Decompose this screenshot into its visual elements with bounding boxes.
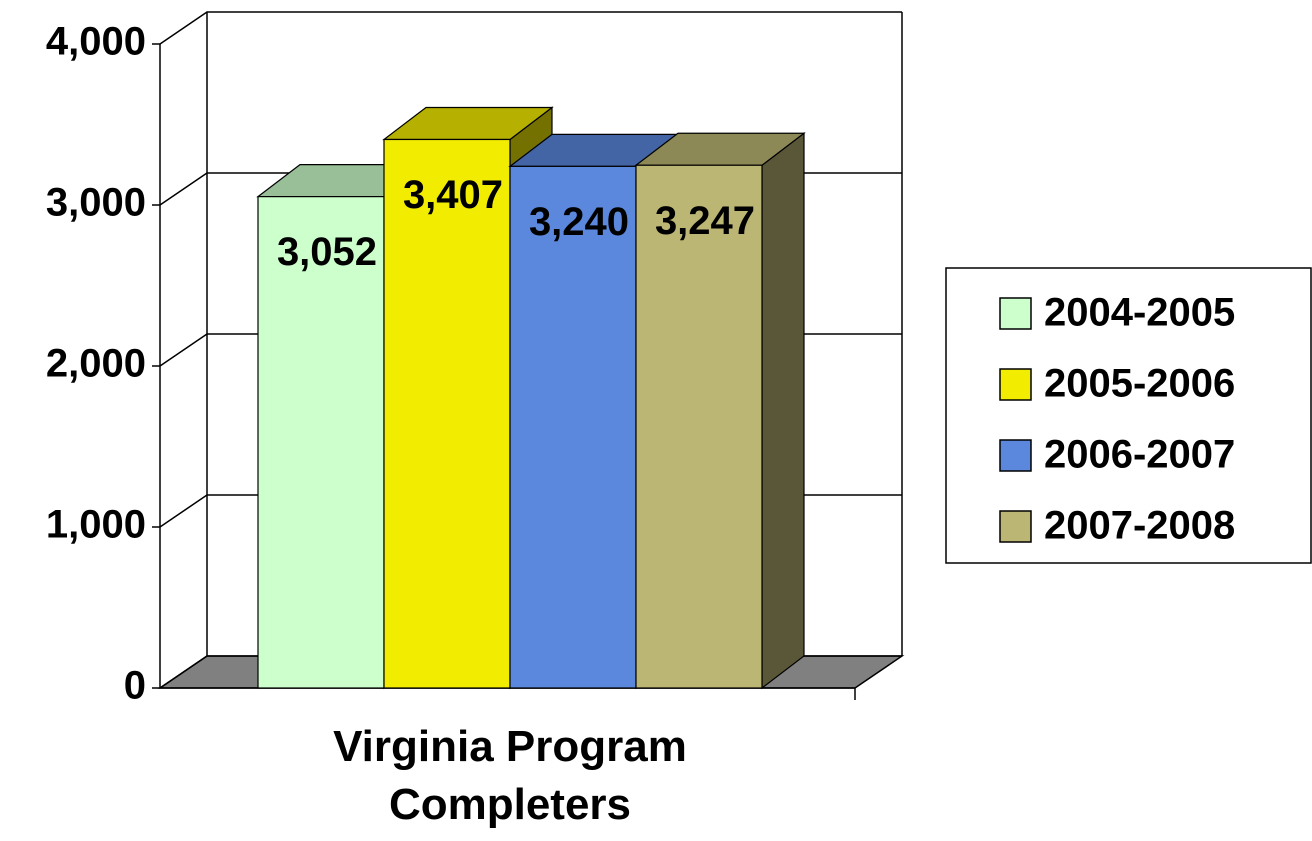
bar [635,164,763,689]
y-tick-label: 3,000 [46,181,146,225]
bar-side [761,132,805,690]
data-label: 3,052 [277,230,377,274]
y-tick-label: 1,000 [46,503,146,547]
y-tick-label: 2,000 [46,342,146,386]
grid-line [159,11,902,45]
legend-swatch [999,368,1032,401]
data-label: 3,240 [529,200,629,244]
legend-swatch [999,510,1032,543]
y-tick-label: 0 [124,664,146,708]
y-tick-label: 4,000 [46,20,146,64]
x-category-label: Virginia Program Completers [333,722,687,829]
data-label: 3,407 [403,173,503,217]
bar [257,196,385,689]
legend-swatch [999,297,1032,330]
legend-swatch [999,439,1032,472]
bar [509,165,637,689]
legend-label: 2006-2007 [1044,433,1235,477]
legend-label: 2005-2006 [1044,362,1235,406]
data-label: 3,247 [655,199,755,243]
legend-label: 2007-2008 [1044,504,1235,548]
bar [383,138,511,689]
legend-label: 2004-2005 [1044,291,1235,335]
